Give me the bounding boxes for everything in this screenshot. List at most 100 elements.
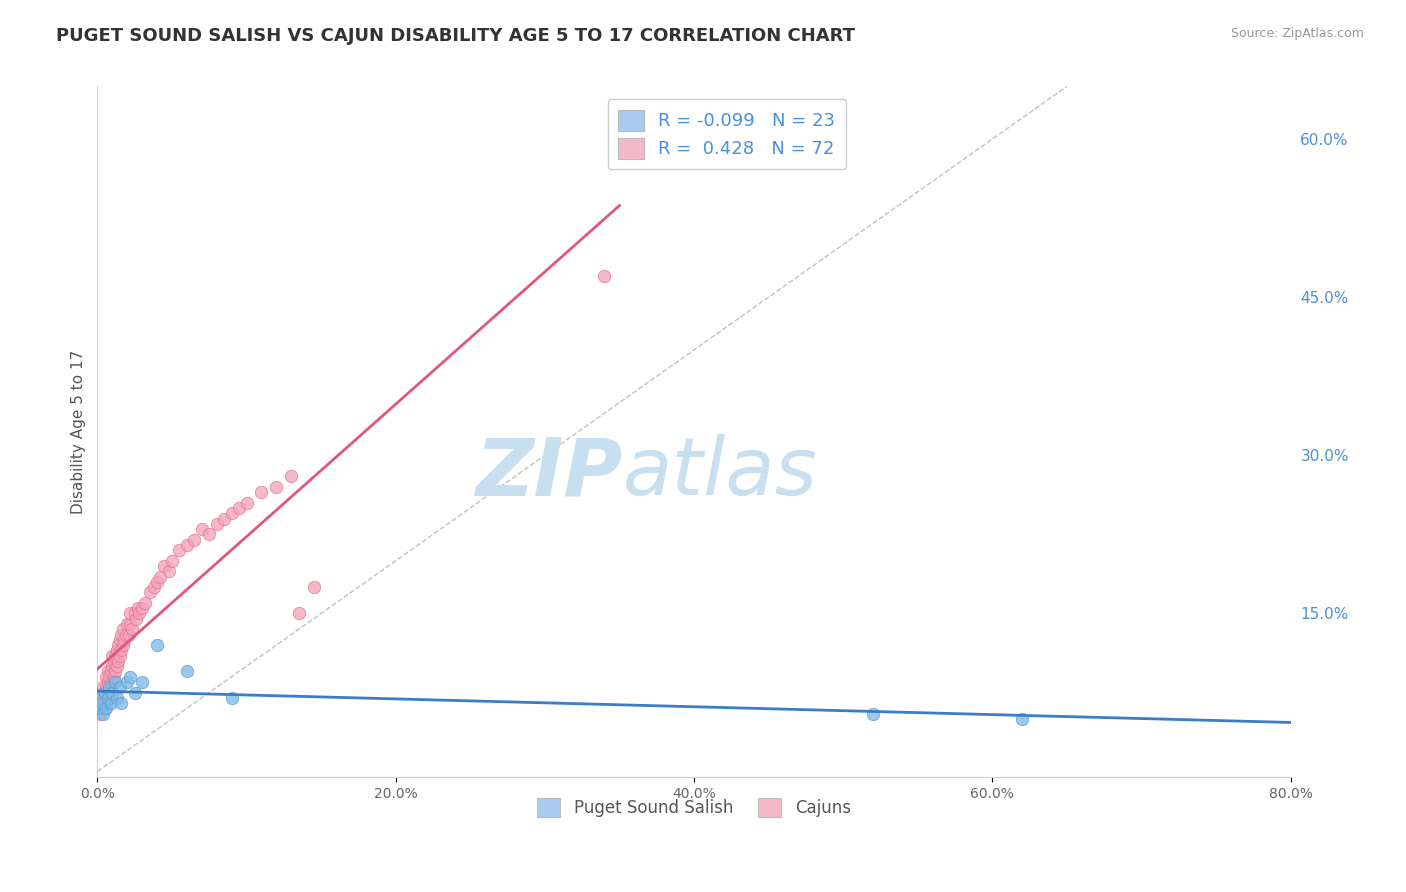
Point bbox=[111, 638, 134, 652]
Point bbox=[98, 670, 121, 684]
Point bbox=[108, 680, 131, 694]
Point bbox=[212, 511, 235, 525]
Point bbox=[280, 469, 302, 483]
Point bbox=[127, 601, 149, 615]
Point bbox=[103, 654, 125, 668]
Point bbox=[190, 522, 212, 536]
Point bbox=[120, 617, 142, 632]
Point bbox=[183, 533, 205, 547]
Point bbox=[143, 580, 166, 594]
Point bbox=[120, 607, 142, 621]
Point bbox=[134, 596, 156, 610]
Point bbox=[104, 665, 127, 679]
Point bbox=[87, 701, 110, 715]
Point bbox=[107, 654, 129, 668]
Point bbox=[153, 559, 176, 574]
Point bbox=[97, 675, 120, 690]
Point bbox=[115, 675, 138, 690]
Point bbox=[97, 665, 120, 679]
Point bbox=[131, 601, 153, 615]
Point bbox=[266, 480, 288, 494]
Text: Source: ZipAtlas.com: Source: ZipAtlas.com bbox=[1230, 27, 1364, 40]
Point bbox=[96, 696, 118, 710]
Text: ZIP: ZIP bbox=[475, 434, 623, 512]
Point bbox=[101, 685, 124, 699]
Point bbox=[108, 632, 131, 647]
Point bbox=[125, 612, 148, 626]
Point bbox=[128, 607, 150, 621]
Point bbox=[96, 670, 118, 684]
Point bbox=[176, 665, 198, 679]
Y-axis label: Disability Age 5 to 17: Disability Age 5 to 17 bbox=[72, 350, 86, 514]
Text: atlas: atlas bbox=[623, 434, 817, 512]
Point bbox=[90, 701, 112, 715]
Point bbox=[94, 685, 117, 699]
Point bbox=[1011, 712, 1033, 726]
Point bbox=[111, 622, 134, 636]
Point bbox=[146, 638, 169, 652]
Point bbox=[198, 527, 221, 541]
Point bbox=[862, 706, 884, 721]
Point bbox=[205, 516, 228, 531]
Point bbox=[100, 665, 122, 679]
Point bbox=[101, 675, 124, 690]
Point bbox=[120, 670, 142, 684]
Point bbox=[108, 648, 131, 663]
Point bbox=[97, 690, 120, 705]
Point bbox=[157, 564, 180, 578]
Point bbox=[228, 501, 250, 516]
Point bbox=[169, 543, 191, 558]
Point bbox=[302, 580, 325, 594]
Point bbox=[100, 696, 122, 710]
Point bbox=[90, 685, 112, 699]
Point bbox=[114, 627, 136, 641]
Point bbox=[118, 627, 141, 641]
Point bbox=[98, 680, 121, 694]
Point bbox=[94, 701, 117, 715]
Point bbox=[221, 506, 243, 520]
Point bbox=[124, 607, 146, 621]
Point bbox=[146, 574, 169, 589]
Point bbox=[160, 554, 183, 568]
Point bbox=[104, 648, 127, 663]
Point bbox=[110, 643, 132, 657]
Point bbox=[94, 685, 117, 699]
Point bbox=[235, 496, 257, 510]
Point bbox=[91, 680, 114, 694]
Point bbox=[97, 690, 120, 705]
Point bbox=[103, 670, 125, 684]
Point bbox=[105, 643, 128, 657]
Point bbox=[250, 485, 273, 500]
Point bbox=[91, 696, 114, 710]
Point bbox=[121, 622, 143, 636]
Point bbox=[131, 675, 153, 690]
Point bbox=[105, 659, 128, 673]
Point bbox=[115, 617, 138, 632]
Point bbox=[90, 696, 112, 710]
Point bbox=[96, 680, 118, 694]
Text: PUGET SOUND SALISH VS CAJUN DISABILITY AGE 5 TO 17 CORRELATION CHART: PUGET SOUND SALISH VS CAJUN DISABILITY A… bbox=[56, 27, 855, 45]
Point bbox=[101, 648, 124, 663]
Point bbox=[89, 690, 111, 705]
Point bbox=[91, 706, 114, 721]
Point bbox=[89, 690, 111, 705]
Point bbox=[89, 706, 111, 721]
Point bbox=[593, 269, 616, 284]
Point bbox=[105, 690, 128, 705]
Point bbox=[87, 701, 110, 715]
Point bbox=[110, 696, 132, 710]
Point bbox=[104, 675, 127, 690]
Point bbox=[138, 585, 160, 599]
Point bbox=[110, 627, 132, 641]
Point bbox=[124, 685, 146, 699]
Legend: Puget Sound Salish, Cajuns: Puget Sound Salish, Cajuns bbox=[530, 791, 858, 824]
Point bbox=[101, 659, 124, 673]
Point bbox=[107, 638, 129, 652]
Point bbox=[221, 690, 243, 705]
Point bbox=[287, 607, 309, 621]
Point bbox=[112, 632, 135, 647]
Point bbox=[100, 680, 122, 694]
Point bbox=[98, 685, 121, 699]
Point bbox=[96, 701, 118, 715]
Point bbox=[149, 569, 172, 583]
